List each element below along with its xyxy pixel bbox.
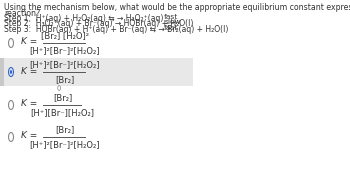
- Text: K =: K =: [21, 131, 37, 141]
- Text: Step 3:  HOBr(aq) + H⁺(aq) + Br⁻(aq) ⇆ → Br₂(aq) + H₂O(l): Step 3: HOBr(aq) + H⁺(aq) + Br⁻(aq) ⇆ → …: [5, 25, 229, 34]
- Text: [Br₂]: [Br₂]: [55, 125, 74, 134]
- Text: K =: K =: [21, 37, 37, 46]
- Text: [H⁺]²[Br⁻]²[H₂O₂]: [H⁺]²[Br⁻]²[H₂O₂]: [29, 46, 100, 55]
- Text: K =: K =: [21, 99, 37, 108]
- Text: fast: fast: [164, 25, 178, 31]
- Bar: [0, 58, 5, 86]
- Text: [Br₂]: [Br₂]: [55, 75, 74, 84]
- Text: K =: K =: [21, 66, 37, 75]
- Text: Step 1:  H⁺(aq) + H₂O₂(aq) ⇆ → H₃O₂⁺(aq): Step 1: H⁺(aq) + H₂O₂(aq) ⇆ → H₃O₂⁺(aq): [5, 14, 164, 23]
- Text: slow: slow: [164, 20, 181, 26]
- Text: [H⁺]²[Br⁻]²[H₂O₂]: [H⁺]²[Br⁻]²[H₂O₂]: [29, 60, 100, 69]
- Text: [H⁺][Br⁻][H₂O₂]: [H⁺][Br⁻][H₂O₂]: [30, 108, 95, 117]
- Circle shape: [10, 70, 12, 74]
- Text: [H⁺]²[Br⁻]²[H₂O₂]: [H⁺]²[Br⁻]²[H₂O₂]: [29, 140, 100, 149]
- Text: Using the mechanism below, what would be the appropriate equilibrium constant ex: Using the mechanism below, what would be…: [5, 3, 350, 12]
- Text: Step 2:  H₃O₂⁺(aq) + Br⁻(aq) → HOBr(aq) + H₂O(l): Step 2: H₃O₂⁺(aq) + Br⁻(aq) → HOBr(aq) +…: [5, 20, 194, 28]
- Text: reaction?: reaction?: [5, 9, 41, 18]
- Text: fast: fast: [164, 14, 178, 20]
- Bar: [5, 58, 193, 86]
- Text: [Br₂]: [Br₂]: [53, 93, 72, 102]
- Text: [Br₂] [H₂O]²: [Br₂] [H₂O]²: [41, 31, 89, 40]
